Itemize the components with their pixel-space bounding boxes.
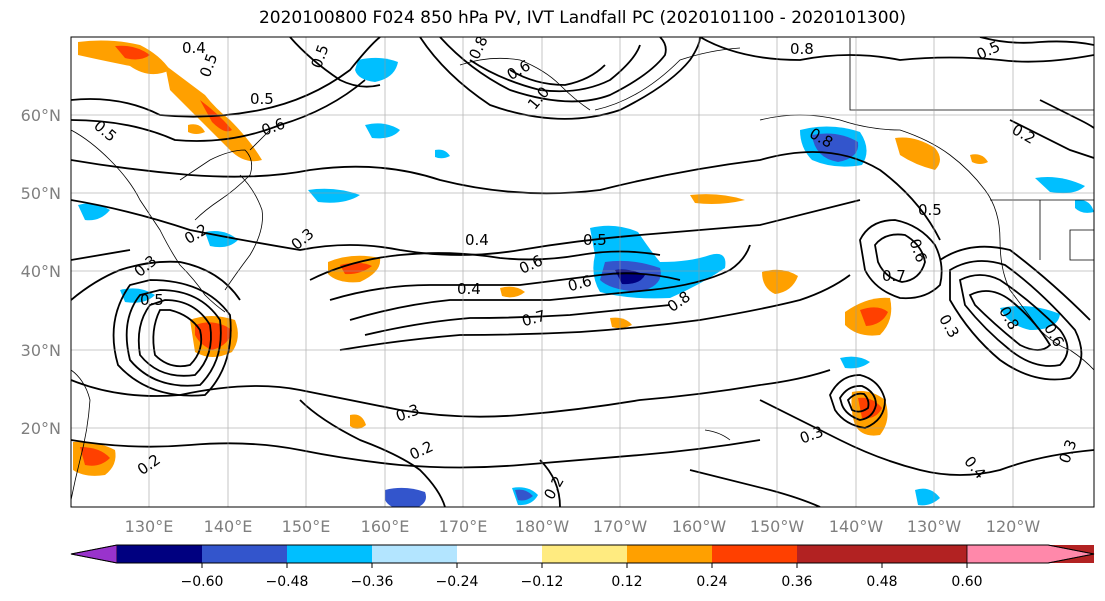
colorbar-tick-label: 0.60 [951,574,982,590]
lon-label: 180°W [515,517,570,536]
colorbar-tick-label: −0.60 [181,574,224,590]
colorbar-segment [797,545,882,563]
colorbar-segment [202,545,287,563]
colorbar-segment [372,545,457,563]
colorbar-segment [627,545,712,563]
lon-label: 170°W [593,517,648,536]
lon-label: 160°W [672,517,727,536]
contour-label: 0.8 [790,40,814,58]
colorbar-segment [882,545,967,563]
map-title: 2020100800 F024 850 hPa PV, IVT Landfall… [258,8,906,28]
contour-label: 0.6 [566,272,594,296]
colorbar-segment [457,545,542,563]
colorbar-tick-label: −0.12 [521,574,564,590]
colorbar-tick-label: 0.12 [611,574,642,590]
map-plot-area [71,37,1094,507]
latitude-labels: 60°N 50°N 40°N 30°N 20°N [21,106,61,438]
colorbar-segment [712,545,797,563]
colorbar-tick-label: −0.24 [436,574,479,590]
contour-label: 0.4 [457,280,481,298]
lon-label: 130°E [125,517,174,536]
colorbar-outline [70,544,1095,564]
colorbar-tick-label: −0.36 [351,574,394,590]
lon-label: 150°W [750,517,805,536]
colorbar-tick-label: 0.36 [781,574,812,590]
map-frame [70,36,1095,508]
colorbar-segment [287,545,372,563]
lon-label: 140°E [204,517,253,536]
longitude-labels: 130°E 140°E 150°E 160°E 170°E 180°W 170°… [125,517,1041,536]
contour-label: 0.7 [882,267,906,285]
contour-label: 0.5 [918,201,942,219]
lon-label: 120°W [986,517,1041,536]
lat-label: 20°N [21,419,61,438]
colorbar-segment [117,545,202,563]
contour-label: 0.5 [140,291,164,309]
contour-label: 0.5 [250,90,274,108]
colorbar-tick-label: −0.48 [266,574,309,590]
contour-label: 0.7 [520,307,548,331]
contour-label: 0.4 [182,39,206,57]
contour-label: 0.4 [465,231,489,249]
colorbar-tick-label: 0.48 [866,574,897,590]
lat-label: 60°N [21,106,61,125]
colorbar-extend-low [70,544,118,564]
lon-label: 130°W [907,517,962,536]
lat-label: 50°N [21,184,61,203]
colorbar-segment [542,545,627,563]
lat-label: 40°N [21,262,61,281]
colorbar: −0.60 −0.48 −0.36 −0.24 −0.12 0.12 0.24 … [70,544,1095,590]
lon-label: 160°E [361,517,410,536]
lat-label: 30°N [21,341,61,360]
colorbar-tick-label: 0.24 [696,574,727,590]
gridline-layer [71,37,1094,507]
lon-label: 170°E [439,517,488,536]
lon-label: 140°W [829,517,884,536]
lon-label: 150°E [282,517,331,536]
contour-label: 0.5 [583,231,607,249]
